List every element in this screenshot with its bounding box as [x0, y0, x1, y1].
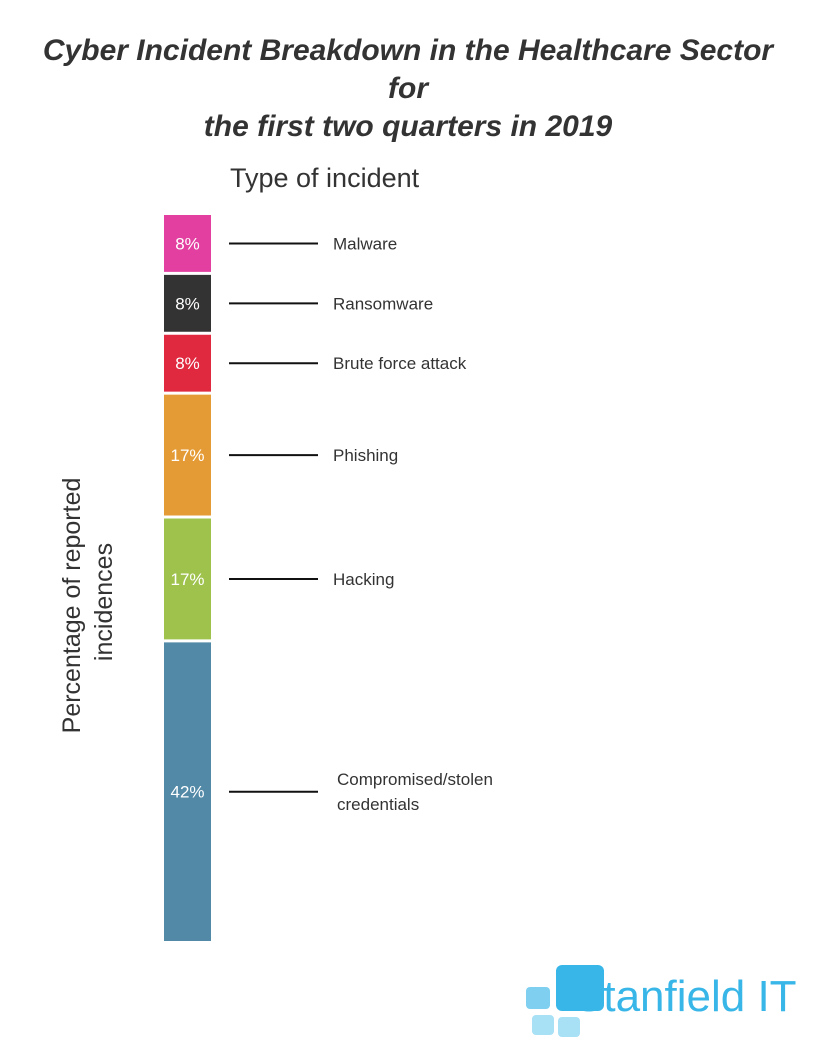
category-label: Ransomware: [333, 294, 433, 313]
bar-segment: [164, 274, 211, 332]
category-label-line: credentials: [337, 795, 419, 814]
category-label-line: Phishing: [333, 446, 398, 465]
category-label-line: Brute force attack: [333, 354, 467, 373]
value-label: 8%: [175, 354, 200, 373]
logo-square-large: [556, 965, 604, 1011]
bar-segment: [164, 334, 211, 392]
category-label: Hacking: [333, 570, 394, 589]
value-label: 8%: [175, 294, 200, 313]
bar-segments: 8% Malware 8% Ransomware 8% Brute force attac…: [164, 215, 493, 941]
bar-segment: [164, 394, 211, 516]
y-axis-title-line-1: Percentage of reported: [58, 478, 86, 734]
chart-title-line-2: the first two quarters in 2019: [203, 110, 613, 143]
category-label: Malware: [333, 234, 397, 253]
chart-title: Cyber Incident Breakdown in the Healthca…: [20, 32, 796, 146]
logo-square-small: [558, 1017, 580, 1037]
y-axis-title: Percentage of reported incidences: [58, 471, 118, 734]
value-label: 17%: [170, 446, 204, 465]
bar-segment: [164, 215, 211, 272]
category-label-line: Compromised/stolen: [337, 770, 493, 789]
bar-segment: [164, 642, 211, 941]
value-label: 42%: [170, 783, 204, 802]
bar-segment: [164, 518, 211, 640]
category-label-line: Hacking: [333, 570, 394, 589]
logo-text: Stanfield IT: [574, 972, 797, 1021]
category-label: Phishing: [333, 446, 398, 465]
chart-title-line-1: Cyber Incident Breakdown in the Healthca…: [42, 34, 774, 105]
category-label: Compromised/stolen credentials: [337, 770, 493, 814]
category-label-line: Ransomware: [333, 294, 433, 313]
logo-square-small: [526, 987, 550, 1009]
x-axis-title: Type of incident: [230, 163, 420, 193]
value-label: 8%: [175, 234, 200, 253]
category-label: Brute force attack: [333, 354, 467, 373]
value-label: 17%: [170, 570, 204, 589]
y-axis-title-line-2: incidences: [90, 543, 118, 661]
stanfield-it-logo: Stanfield IT: [526, 965, 797, 1037]
logo-square-small: [532, 1015, 554, 1035]
category-label-line: Malware: [333, 234, 397, 253]
